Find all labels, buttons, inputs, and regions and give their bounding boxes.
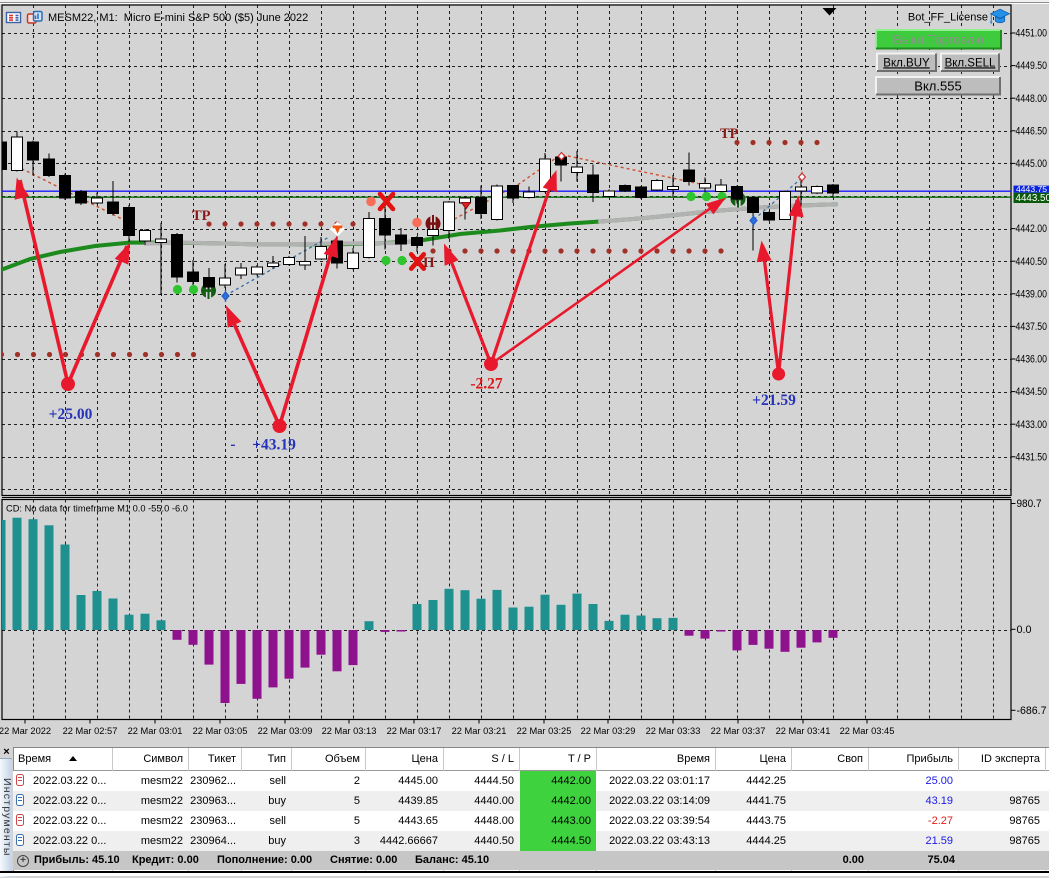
svg-text:4434.50: 4434.50 [1016, 386, 1048, 398]
svg-text:0.0: 0.0 [1017, 624, 1032, 636]
svg-text:CD: No data for timeframe M1 0: CD: No data for timeframe M1 0.0 -55.0 -… [6, 504, 188, 514]
svg-text:22 Mar 03:25: 22 Mar 03:25 [517, 726, 572, 736]
svg-text:4433.00: 4433.00 [1016, 419, 1048, 431]
svg-text:4446.50: 4446.50 [1016, 125, 1048, 137]
svg-text:Вкл.BUY: Вкл.BUY [883, 57, 930, 69]
svg-text:22 Mar 03:13: 22 Mar 03:13 [322, 726, 377, 736]
svg-text:22 Mar 03:21: 22 Mar 03:21 [452, 726, 507, 736]
svg-text:MESM22, M1: Micro E-mini S&P: MESM22, M1: Micro E-mini S&P 500 ($5) Ju… [48, 12, 308, 24]
svg-text:22 Mar 03:17: 22 Mar 03:17 [387, 726, 442, 736]
svg-text:-686.7: -686.7 [1017, 705, 1047, 717]
svg-text:4439.00: 4439.00 [1016, 288, 1048, 300]
svg-text:-: - [230, 436, 235, 453]
svg-text:22 Mar 03:29: 22 Mar 03:29 [581, 726, 636, 736]
svg-text:Bot_FF_License: Bot_FF_License [908, 12, 988, 24]
svg-text:4431.50: 4431.50 [1016, 451, 1048, 463]
svg-text:4443.50: 4443.50 [1016, 193, 1049, 204]
svg-text:4451.00: 4451.00 [1016, 28, 1048, 40]
svg-text:TP: TP [720, 126, 739, 142]
svg-text:+21.59: +21.59 [752, 392, 796, 409]
svg-text:22 Mar 03:01: 22 Mar 03:01 [128, 726, 183, 736]
svg-text:+25.00: +25.00 [49, 406, 93, 423]
svg-text:22 Mar 03:41: 22 Mar 03:41 [776, 726, 831, 736]
svg-text:Выкл.Торговлю: Выкл.Торговлю [893, 32, 984, 47]
svg-text:22 Mar 03:09: 22 Mar 03:09 [258, 726, 313, 736]
svg-text:4448.00: 4448.00 [1016, 93, 1048, 105]
svg-text:Вкл.555: Вкл.555 [914, 78, 961, 93]
svg-text:22 Mar 03:33: 22 Mar 03:33 [646, 726, 701, 736]
svg-text:4440.50: 4440.50 [1016, 256, 1048, 268]
svg-text:-2.27: -2.27 [470, 376, 503, 393]
svg-text:4449.50: 4449.50 [1016, 60, 1048, 72]
svg-text:4445.00: 4445.00 [1016, 158, 1048, 170]
svg-text:22 Mar 03:05: 22 Mar 03:05 [193, 726, 248, 736]
svg-text:+43.19: +43.19 [252, 437, 296, 454]
svg-text:22 Mar 03:45: 22 Mar 03:45 [840, 726, 895, 736]
svg-text:4436.00: 4436.00 [1016, 354, 1048, 366]
svg-text:22 Mar 03:37: 22 Mar 03:37 [711, 726, 766, 736]
svg-text:4442.00: 4442.00 [1016, 223, 1048, 235]
svg-text:Вкл.SELL: Вкл.SELL [945, 57, 996, 69]
svg-text:22 Mar 2022: 22 Mar 2022 [0, 726, 51, 736]
svg-text:TP: TP [192, 208, 211, 224]
svg-text:980.7: 980.7 [1017, 498, 1042, 510]
svg-text:П: П [423, 255, 435, 271]
svg-text:22 Mar 02:57: 22 Mar 02:57 [63, 726, 118, 736]
svg-text:4437.50: 4437.50 [1016, 321, 1048, 333]
